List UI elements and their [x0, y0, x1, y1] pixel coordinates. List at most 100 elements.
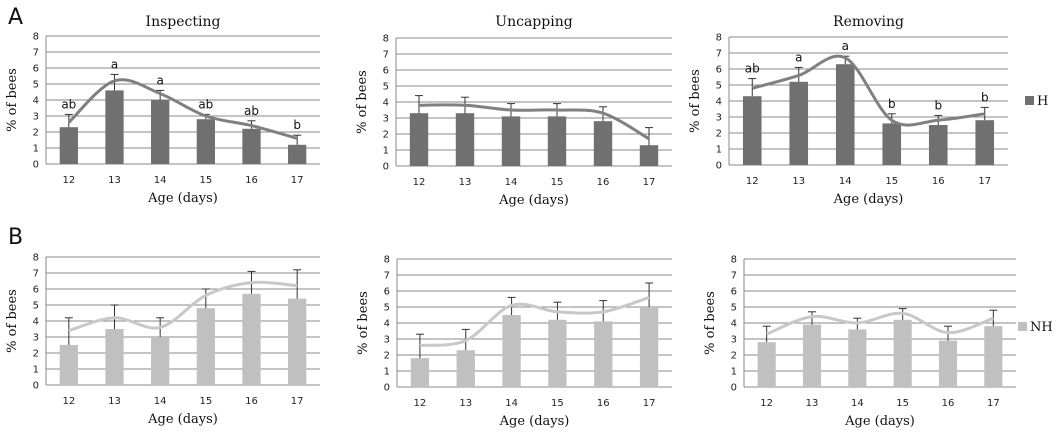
bar [59, 345, 78, 385]
x-tick-label: 12 [414, 398, 427, 409]
y-tick-label: 8 [33, 253, 39, 264]
x-tick-label: 13 [108, 396, 121, 407]
y-tick-label: 8 [33, 32, 39, 43]
significance-label: ab [244, 104, 259, 118]
significance-label: a [111, 57, 118, 71]
legend-swatch-nh [1018, 322, 1027, 331]
y-tick-label: 6 [731, 287, 737, 298]
legend-nh: NH [1018, 320, 1053, 335]
x-tick-label: 15 [199, 175, 212, 186]
y-tick-label: 2 [33, 349, 39, 360]
y-tick-label: 5 [731, 303, 737, 314]
bar [893, 319, 912, 387]
x-axis-label: Age (days) [499, 414, 570, 429]
x-tick-label: 14 [154, 396, 167, 407]
y-tick-label: 6 [384, 287, 390, 298]
y-tick-label: 5 [33, 80, 39, 91]
y-tick-label: 8 [731, 255, 737, 266]
y-tick-label: 2 [33, 128, 39, 139]
y-tick-label: 7 [33, 269, 39, 280]
y-tick-label: 7 [384, 271, 390, 282]
y-tick-label: 5 [716, 81, 722, 92]
trend-line [751, 54, 985, 127]
y-tick-label: 5 [33, 301, 39, 312]
trend-line [419, 295, 650, 347]
bar [594, 321, 613, 387]
y-tick-label: 0 [716, 161, 722, 172]
x-tick-label: 14 [839, 176, 852, 187]
bar [196, 308, 215, 385]
x-tick-label: 13 [108, 175, 121, 186]
significance-label: ab [745, 62, 760, 76]
x-axis-label: Age (days) [147, 412, 218, 427]
y-axis-label: % of bees [5, 289, 20, 353]
chart-title: Removing [833, 14, 904, 30]
x-axis-label: Age (days) [844, 414, 915, 429]
bar [975, 120, 995, 165]
y-tick-label: 2 [716, 129, 722, 140]
y-tick-label: 3 [716, 113, 722, 124]
x-tick-label: 15 [896, 398, 909, 409]
legend-h: H [1025, 94, 1048, 109]
legend-swatch-h [1025, 96, 1034, 105]
trend-line [418, 103, 650, 141]
chart-title: Inspecting [146, 14, 221, 30]
y-tick-label: 2 [383, 130, 389, 141]
y-tick-label: 6 [33, 285, 39, 296]
bar [984, 326, 1003, 387]
bar [742, 96, 762, 165]
y-axis-label: % of bees [703, 291, 718, 355]
y-tick-label: 0 [383, 162, 389, 173]
bar [105, 329, 124, 385]
y-tick-label: 6 [33, 64, 39, 75]
x-tick-label: 16 [245, 175, 258, 186]
y-axis-label: % of bees [688, 69, 703, 133]
bar [501, 116, 521, 166]
y-tick-label: 4 [33, 96, 39, 107]
x-tick-label: 17 [643, 177, 656, 188]
x-tick-label: 15 [885, 176, 898, 187]
bar [151, 100, 170, 164]
x-tick-label: 12 [62, 175, 75, 186]
bar [757, 342, 776, 387]
significance-label: b [934, 98, 942, 112]
bar [455, 113, 475, 166]
bar [502, 315, 521, 387]
y-tick-label: 3 [384, 335, 390, 346]
bar [848, 329, 867, 387]
y-tick-label: 4 [383, 98, 389, 109]
y-tick-label: 5 [383, 82, 389, 93]
y-axis-label: % of bees [356, 291, 371, 355]
x-tick-label: 15 [551, 398, 564, 409]
x-tick-label: 16 [597, 398, 610, 409]
panel-letter-a: A [8, 5, 23, 30]
x-tick-label: 13 [806, 398, 819, 409]
significance-label: a [156, 73, 163, 87]
x-tick-label: 14 [851, 398, 864, 409]
x-tick-label: 17 [987, 398, 1000, 409]
x-tick-label: 15 [551, 177, 564, 188]
y-tick-label: 0 [731, 383, 737, 394]
y-tick-label: 3 [731, 335, 737, 346]
x-tick-label: 16 [932, 176, 945, 187]
y-tick-label: 7 [33, 48, 39, 59]
bar [882, 123, 902, 165]
y-tick-label: 2 [731, 351, 737, 362]
y-tick-label: 0 [33, 160, 39, 171]
x-tick-label: 12 [62, 396, 75, 407]
x-tick-label: 13 [459, 177, 472, 188]
y-tick-label: 0 [33, 381, 39, 392]
bar [938, 340, 958, 387]
significance-label: b [293, 118, 301, 132]
bar [593, 121, 613, 166]
y-tick-label: 2 [384, 351, 390, 362]
trend-line [68, 280, 298, 333]
y-tick-label: 3 [33, 112, 39, 123]
significance-label: b [981, 90, 989, 104]
x-tick-label: 12 [413, 177, 426, 188]
